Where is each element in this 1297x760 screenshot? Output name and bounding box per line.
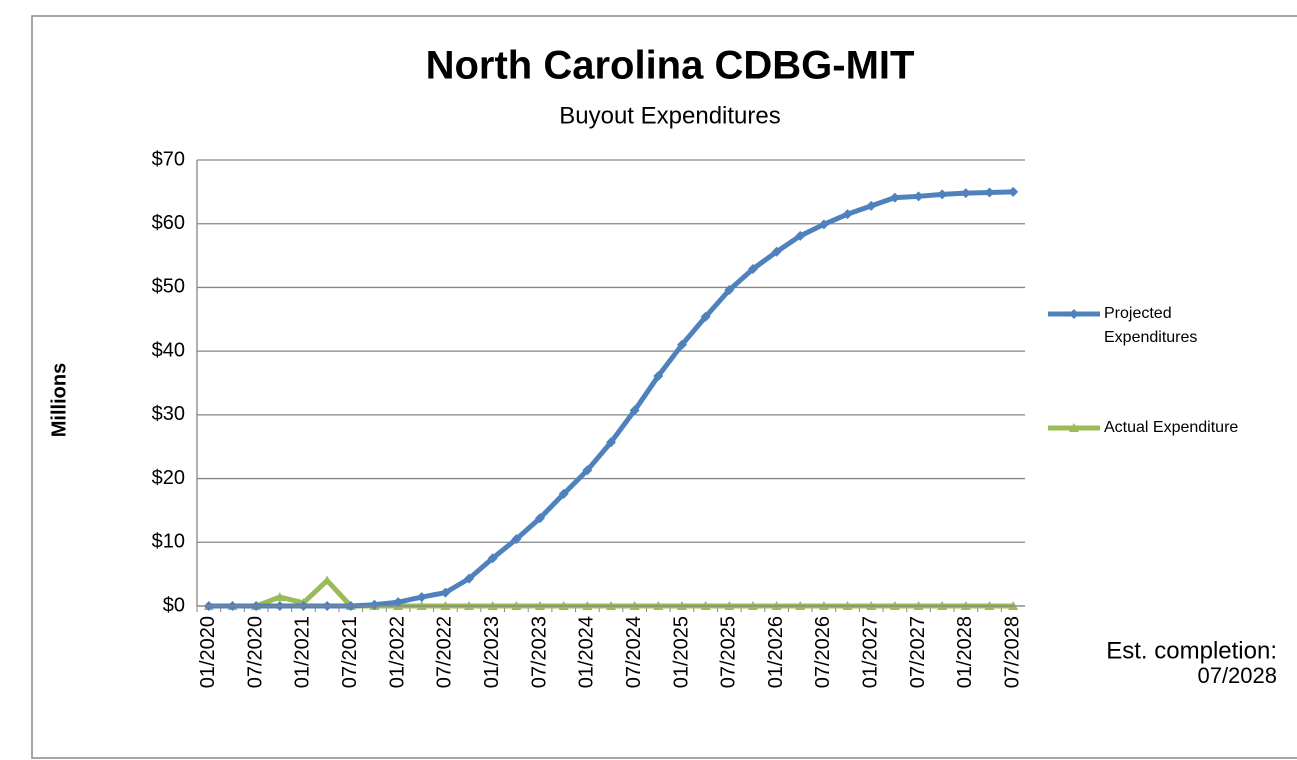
chart-subtitle: Buyout Expenditures: [559, 102, 780, 129]
annotation: 07/2028: [1197, 663, 1277, 688]
x-tick-label: 07/2020: [244, 616, 266, 688]
marker: [464, 573, 475, 584]
x-tick-label: 07/2027: [907, 616, 929, 688]
x-tick-label: 01/2020: [197, 616, 219, 688]
x-tick-label: 07/2023: [528, 616, 550, 688]
marker: [653, 370, 664, 381]
x-tick-label: 01/2024: [576, 616, 598, 688]
y-tick-label: $50: [152, 276, 185, 298]
x-tick-label: 07/2028: [1001, 616, 1023, 688]
marker: [1069, 309, 1079, 319]
y-axis-label: Millions: [48, 363, 70, 437]
legend-label: Projected Expenditures: [1104, 305, 1198, 346]
legend-entry: Projected Expenditures: [1104, 305, 1198, 346]
marker: [416, 592, 427, 603]
marker: [487, 553, 498, 564]
marker: [842, 209, 853, 220]
x-tick-label: 07/2026: [812, 616, 834, 688]
marker: [818, 219, 829, 230]
annotation: Est. completion:: [1106, 637, 1277, 664]
marker: [771, 246, 782, 257]
legend-label: Actual Expenditure: [1104, 419, 1239, 436]
x-tick-label: 07/2022: [434, 616, 456, 688]
marker: [747, 263, 758, 274]
x-tick-label: 01/2025: [670, 616, 692, 688]
marker: [913, 191, 924, 202]
marker: [322, 575, 333, 585]
marker: [1008, 186, 1019, 197]
marker: [960, 188, 971, 199]
y-tick-label: $40: [152, 339, 185, 361]
marker: [606, 437, 616, 448]
marker: [866, 200, 877, 211]
x-tick-label: 07/2025: [718, 616, 740, 688]
y-tick-label: $10: [152, 531, 185, 553]
marker: [511, 534, 522, 545]
y-tick-label: $30: [152, 403, 185, 425]
marker: [558, 488, 569, 499]
marker: [1069, 423, 1079, 432]
marker: [535, 513, 546, 524]
marker: [889, 192, 900, 203]
legend-entry: Actual Expenditure: [1104, 419, 1239, 436]
marker: [937, 189, 948, 200]
marker: [984, 187, 995, 198]
chart-border: [31, 15, 1297, 759]
x-tick-label: 01/2027: [860, 616, 882, 688]
x-tick-label: 07/2024: [623, 616, 645, 688]
marker: [724, 284, 735, 295]
x-tick-label: 01/2028: [954, 616, 976, 688]
y-tick-label: $70: [152, 148, 185, 170]
y-tick-label: $0: [163, 594, 185, 616]
y-tick-label: $60: [152, 212, 185, 234]
chart-title: North Carolina CDBG-MIT: [426, 44, 915, 88]
x-tick-label: 01/2021: [292, 616, 314, 688]
marker: [700, 311, 711, 322]
x-tick-label: 01/2023: [481, 616, 503, 688]
x-tick-label: 01/2022: [386, 616, 408, 688]
x-tick-label: 07/2021: [339, 616, 361, 688]
y-tick-label: $20: [152, 467, 185, 489]
marker: [582, 465, 593, 476]
marker: [795, 230, 806, 241]
x-tick-label: 01/2026: [765, 616, 787, 688]
marker: [629, 405, 640, 416]
marker: [676, 339, 687, 350]
marker: [274, 592, 285, 602]
marker: [440, 587, 451, 598]
marker: [369, 599, 380, 610]
marker: [393, 597, 404, 608]
